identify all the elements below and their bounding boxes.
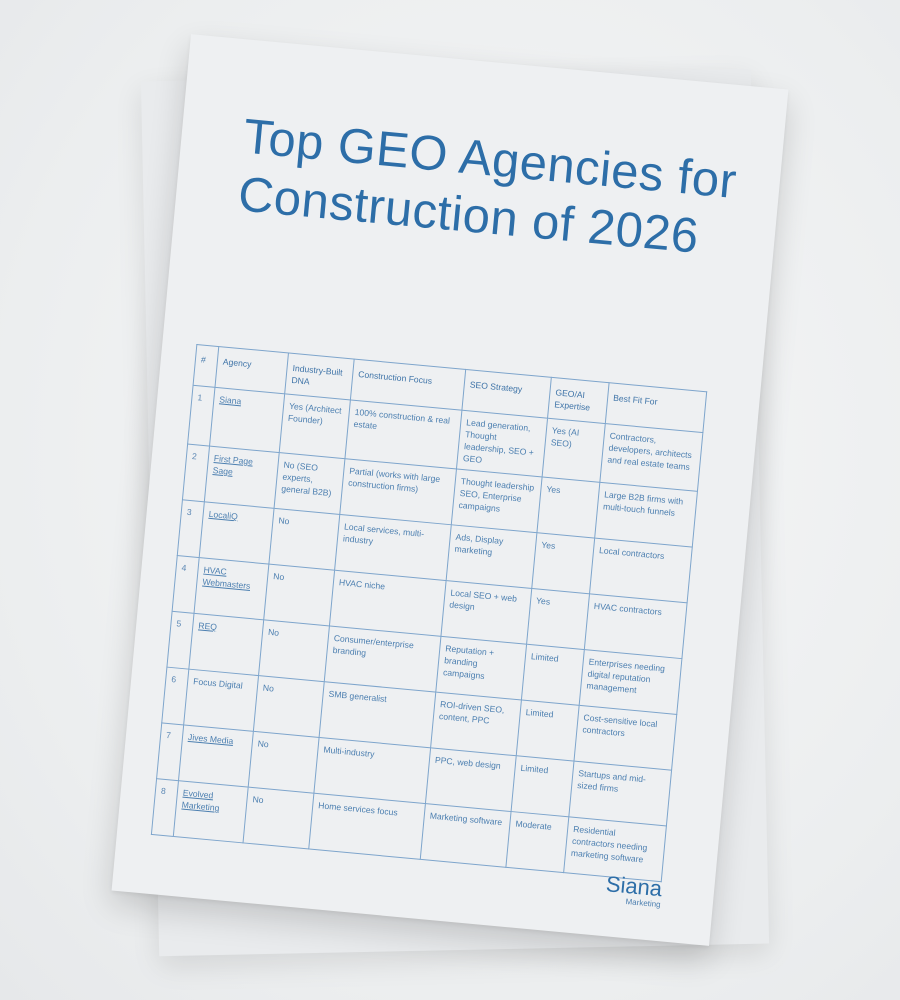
geo-ai-cell: Yes (AI SEO)	[542, 418, 606, 483]
best-fit-cell: Local contractors	[589, 538, 693, 603]
construction-focus-cell: Consumer/enterprise branding	[324, 625, 441, 693]
construction-focus-cell: Partial (works with large construction f…	[339, 458, 457, 525]
agency-name[interactable]: Jives Media	[187, 731, 234, 747]
agency-name[interactable]: Siana	[218, 394, 242, 407]
agency-link[interactable]: Evolved Marketing	[173, 780, 249, 843]
agency-comparison-table: # Agency Industry-Built DNA Construction…	[151, 344, 707, 882]
agency-name[interactable]: Focus Digital	[192, 676, 244, 691]
seo-strategy-cell: Marketing software	[420, 803, 512, 868]
header-industry-dna: Industry-Built DNA	[284, 352, 355, 400]
geo-ai-cell: Yes	[531, 532, 595, 594]
best-fit-cell: HVAC contractors	[584, 593, 688, 659]
geo-ai-cell: Limited	[516, 699, 580, 762]
document-title: Top GEO Agencies for Construction of 202…	[235, 109, 739, 264]
agency-name[interactable]: HVAC Webmasters	[202, 564, 251, 591]
agency-link[interactable]: Jives Media	[178, 724, 254, 788]
agency-link[interactable]: Siana	[209, 387, 285, 453]
seo-strategy-cell: PPC, web design	[425, 747, 517, 812]
construction-focus-cell: 100% construction & real estate	[344, 399, 462, 470]
best-fit-cell: Large B2B firms with multi-touch funnels	[594, 482, 698, 548]
agency-name[interactable]: REQ	[197, 620, 218, 633]
siana-logo: Siana Marketing	[604, 871, 664, 909]
construction-focus-cell: HVAC niche	[329, 570, 447, 637]
industry-dna-cell: No	[268, 508, 340, 571]
industry-dna-cell: Yes (Architect Founder)	[279, 393, 351, 459]
seo-strategy-cell: Local SEO + web design	[440, 580, 532, 645]
seo-strategy-cell: Lead generation, Thought leadership, SEO…	[456, 410, 548, 477]
best-fit-cell: Contractors, developers, architects and …	[599, 423, 703, 492]
best-fit-cell: Cost-sensitive local contractors	[573, 705, 677, 771]
paper-sheet-front: Top GEO Agencies for Construction of 202…	[111, 34, 789, 946]
agency-link[interactable]: REQ	[188, 613, 264, 676]
seo-strategy-cell: Ads, Display marketing	[446, 524, 537, 589]
construction-focus-cell: Home services focus	[308, 793, 426, 860]
industry-dna-cell: No	[258, 619, 330, 682]
geo-ai-cell: Limited	[521, 644, 585, 706]
industry-dna-cell: No	[248, 731, 320, 794]
agency-link[interactable]: First Page Sage	[204, 446, 280, 509]
header-agency: Agency	[214, 346, 289, 394]
geo-ai-cell: Yes	[526, 588, 590, 650]
best-fit-cell: Startups and mid-sized firms	[568, 761, 672, 826]
agency-name[interactable]: LocaliQ	[208, 508, 239, 522]
industry-dna-cell: No (SEO experts, general B2B)	[274, 452, 345, 515]
seo-strategy-cell: Reputation + branding campaigns	[435, 636, 527, 700]
agency-name[interactable]: Evolved Marketing	[181, 787, 220, 814]
geo-ai-cell: Limited	[511, 755, 574, 817]
best-fit-cell: Enterprises needing digital reputation m…	[579, 649, 682, 715]
agency-link[interactable]: HVAC Webmasters	[194, 557, 269, 620]
geo-ai-cell: Moderate	[505, 811, 569, 873]
geo-ai-cell: Yes	[536, 476, 600, 539]
construction-focus-cell: Local services, multi-industry	[334, 514, 452, 581]
seo-strategy-cell: Thought leadership SEO, Enterprise campa…	[451, 469, 543, 533]
industry-dna-cell: No	[253, 675, 325, 738]
header-geo-ai-expertise: GEO/AI Expertise	[547, 377, 610, 424]
construction-focus-cell: SMB generalist	[319, 681, 436, 748]
agency-link[interactable]: LocaliQ	[199, 501, 275, 565]
industry-dna-cell: No	[243, 787, 314, 849]
agency-name[interactable]: First Page Sage	[212, 453, 254, 477]
seo-strategy-cell: ROI-driven SEO, content, PPC	[430, 692, 522, 756]
agency-link[interactable]: Focus Digital	[183, 669, 259, 732]
logo-name: Siana	[604, 871, 664, 902]
construction-focus-cell: Multi-industry	[313, 737, 431, 804]
industry-dna-cell: No	[263, 564, 335, 626]
